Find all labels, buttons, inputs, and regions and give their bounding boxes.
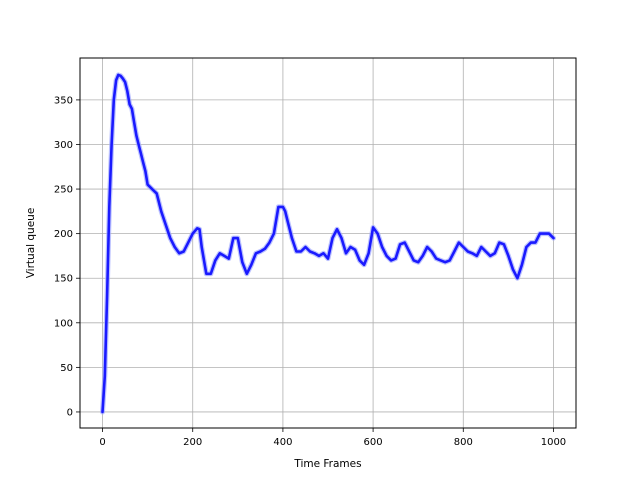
y-axis-label: Virtual queue (25, 208, 37, 279)
y-tick-label: 350 (54, 95, 73, 106)
y-tick-label: 250 (54, 185, 73, 196)
x-tick-label: 200 (183, 437, 202, 448)
x-tick-label: 600 (364, 437, 383, 448)
plot-frame (79, 57, 577, 429)
x-tick-label: 1000 (541, 437, 566, 448)
x-axis-label: Time Frames (293, 458, 361, 470)
y-tick-label: 50 (60, 363, 73, 374)
y-tick-label: 100 (54, 318, 73, 329)
x-tick-label: 0 (99, 437, 105, 448)
y-tick-label: 300 (54, 140, 73, 151)
data-series (100, 72, 556, 415)
y-axis-ticks: 0 50 100 150 200 250 300 350 (54, 95, 80, 418)
grid-lines (80, 58, 576, 428)
x-tick-label: 400 (273, 437, 292, 448)
series-line (101, 73, 555, 414)
x-tick-label: 800 (454, 437, 473, 448)
y-tick-label: 200 (54, 229, 73, 240)
x-axis-ticks: 0 200 400 600 800 1000 (99, 428, 566, 448)
y-tick-label: 150 (54, 274, 73, 285)
y-tick-label: 0 (67, 407, 73, 418)
